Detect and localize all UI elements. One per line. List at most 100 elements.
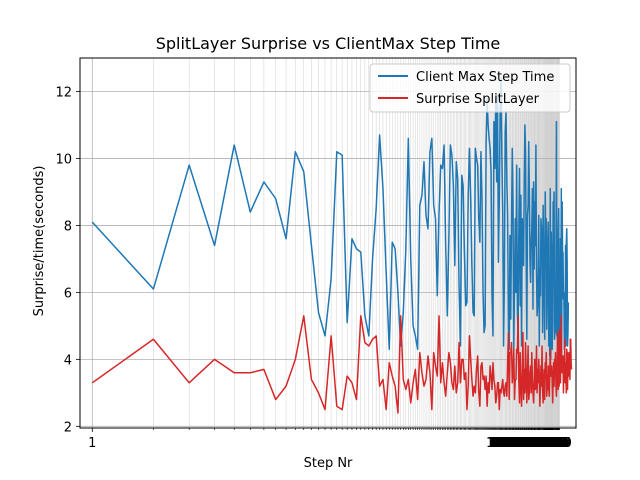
x-tick-label: 124 (505, 436, 530, 451)
x-tick-label: 163 (529, 436, 554, 451)
y-tick-label: 4 (64, 353, 72, 368)
axes-ticks: 1001011021031041051061071081091101111121… (55, 85, 572, 451)
x-tick-label: 149 (521, 436, 546, 451)
x-tick-label: 172 (534, 436, 559, 451)
x-tick-label: 170 (533, 436, 558, 451)
x-tick-label: 135 (512, 436, 537, 451)
x-tick-label: 100 (486, 436, 511, 451)
x-tick-label: 192 (544, 436, 569, 451)
x-tick-label: 137 (514, 436, 539, 451)
x-tick-label: 184 (540, 436, 565, 451)
x-tick-label: 133 (511, 436, 536, 451)
x-tick-label: 153 (524, 436, 549, 451)
x-tick-label: 126 (506, 436, 531, 451)
x-tick-label: 156 (525, 436, 550, 451)
x-tick-label: 138 (514, 436, 539, 451)
x-tick-label: 110 (494, 436, 519, 451)
x-tick-label: 134 (512, 436, 537, 451)
x-tick-label: 117 (500, 436, 525, 451)
x-tick-label: 106 (491, 436, 516, 451)
x-tick-label: 142 (517, 436, 542, 451)
x-tick-label: 154 (524, 436, 549, 451)
x-tick-label: 130 (509, 436, 534, 451)
x-tick-label: 102 (488, 436, 513, 451)
plot-frame (79, 57, 577, 429)
x-tick-label: 115 (498, 436, 523, 451)
x-tick-label: 140 (516, 436, 541, 451)
x-tick-label: 112 (496, 436, 521, 451)
x-tick-label: 122 (504, 436, 529, 451)
x-tick-label: 145 (519, 436, 544, 451)
series-layer (91, 77, 573, 414)
x-tick-label: 105 (490, 436, 515, 451)
x-tick-label: 162 (529, 436, 554, 451)
x-tick-label: 146 (519, 436, 544, 451)
x-tick-label: 182 (539, 436, 564, 451)
x-tick-label: 144 (518, 436, 543, 451)
x-tick-label: 155 (525, 436, 550, 451)
y-tick-label: 2 (64, 420, 72, 435)
x-tick-label: 113 (497, 436, 522, 451)
x-tick-label: 164 (530, 436, 555, 451)
x-tick-label: 151 (522, 436, 547, 451)
x-tick-label: 109 (494, 436, 519, 451)
y-tick-label: 10 (55, 152, 72, 167)
x-tick-label: 166 (531, 436, 556, 451)
x-tick-label: 198 (546, 436, 571, 451)
x-tick-label: 189 (542, 436, 567, 451)
x-tick-label: 161 (528, 436, 553, 451)
x-tick-label: 185 (540, 436, 565, 451)
x-tick-label: 171 (533, 436, 558, 451)
y-tick-label: 8 (64, 219, 72, 234)
x-tick-label: 194 (544, 436, 569, 451)
y-tick-label: 12 (55, 85, 72, 100)
x-tick-label: 188 (542, 436, 567, 451)
x-tick-label: 183 (539, 436, 564, 451)
x-tick-label: 108 (493, 436, 518, 451)
x-tick-label: 120 (502, 436, 527, 451)
x-tick-label: 186 (541, 436, 566, 451)
y-axis-label: Surprise/time(seconds) (32, 166, 47, 317)
x-tick-label: 131 (510, 436, 535, 451)
x-tick-label: 104 (489, 436, 514, 451)
x-tick-label: 179 (537, 436, 562, 451)
x-tick-label: 187 (541, 436, 566, 451)
x-tick-label: 168 (532, 436, 557, 451)
x-tick-label: 119 (501, 436, 526, 451)
x-tick-label: 193 (544, 436, 569, 451)
x-tick-label: 101 (487, 436, 512, 451)
x-tick-label: 123 (504, 436, 529, 451)
x-tick-label: 111 (495, 436, 520, 451)
x-tick-label: 121 (503, 436, 528, 451)
x-tick-label: 103 (489, 436, 514, 451)
legend: Client Max Step Time Surprise SplitLayer (369, 63, 571, 113)
x-tick-label: 139 (515, 436, 540, 451)
y-tick-label: 6 (64, 286, 72, 301)
x-tick-label: 152 (523, 436, 548, 451)
x-tick-label: 196 (545, 436, 570, 451)
x-tick-label: 176 (536, 436, 561, 451)
x-tick-label: 159 (527, 436, 552, 451)
legend-label-client-max-step-time: Client Max Step Time (416, 70, 554, 85)
x-tick-label: 107 (492, 436, 517, 451)
x-tick-label: 127 (507, 436, 532, 451)
x-tick-label: 195 (545, 436, 570, 451)
x-tick-label: 1 (88, 436, 96, 451)
x-tick-label: 128 (508, 436, 533, 451)
x-tick-label: 177 (536, 436, 561, 451)
x-tick-label: 175 (535, 436, 560, 451)
x-tick-label: 157 (526, 436, 551, 451)
x-tick-label: 129 (508, 436, 533, 451)
x-tick-label: 169 (532, 436, 557, 451)
x-tick-label: 190 (543, 436, 568, 451)
x-tick-label: 197 (546, 436, 571, 451)
x-tick-label: 114 (498, 436, 523, 451)
x-tick-label: 181 (538, 436, 563, 451)
x-tick-label: 116 (499, 436, 524, 451)
legend-label-surprise-splitlayer: Surprise SplitLayer (416, 92, 540, 107)
x-tick-label: 173 (534, 436, 559, 451)
x-tick-label: 150 (522, 436, 547, 451)
chart-title: SplitLayer Surprise vs ClientMax Step Ti… (156, 34, 501, 53)
x-axis-label: Step Nr (304, 456, 353, 471)
